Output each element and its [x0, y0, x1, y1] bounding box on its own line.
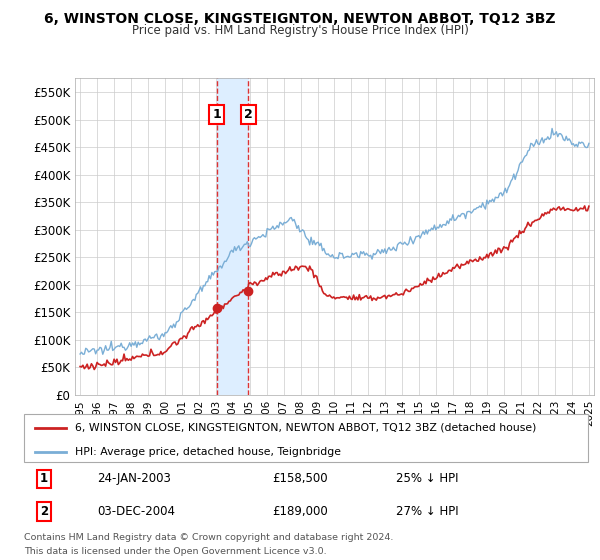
- Text: 6, WINSTON CLOSE, KINGSTEIGNTON, NEWTON ABBOT, TQ12 3BZ: 6, WINSTON CLOSE, KINGSTEIGNTON, NEWTON …: [44, 12, 556, 26]
- Text: 2: 2: [244, 108, 253, 120]
- Text: 2: 2: [40, 505, 48, 517]
- Text: 24-JAN-2003: 24-JAN-2003: [97, 473, 171, 486]
- Text: 6, WINSTON CLOSE, KINGSTEIGNTON, NEWTON ABBOT, TQ12 3BZ (detached house): 6, WINSTON CLOSE, KINGSTEIGNTON, NEWTON …: [75, 423, 536, 433]
- Text: 1: 1: [212, 108, 221, 120]
- Text: £189,000: £189,000: [272, 505, 328, 517]
- Text: 03-DEC-2004: 03-DEC-2004: [97, 505, 175, 517]
- Text: HPI: Average price, detached house, Teignbridge: HPI: Average price, detached house, Teig…: [75, 446, 341, 456]
- Text: 1: 1: [40, 473, 48, 486]
- Text: Price paid vs. HM Land Registry's House Price Index (HPI): Price paid vs. HM Land Registry's House …: [131, 24, 469, 36]
- Text: Contains HM Land Registry data © Crown copyright and database right 2024.
This d: Contains HM Land Registry data © Crown c…: [24, 533, 394, 556]
- Bar: [217, 78, 248, 395]
- FancyBboxPatch shape: [24, 414, 588, 462]
- Text: 27% ↓ HPI: 27% ↓ HPI: [396, 505, 459, 517]
- Text: £158,500: £158,500: [272, 473, 328, 486]
- Text: 25% ↓ HPI: 25% ↓ HPI: [396, 473, 459, 486]
